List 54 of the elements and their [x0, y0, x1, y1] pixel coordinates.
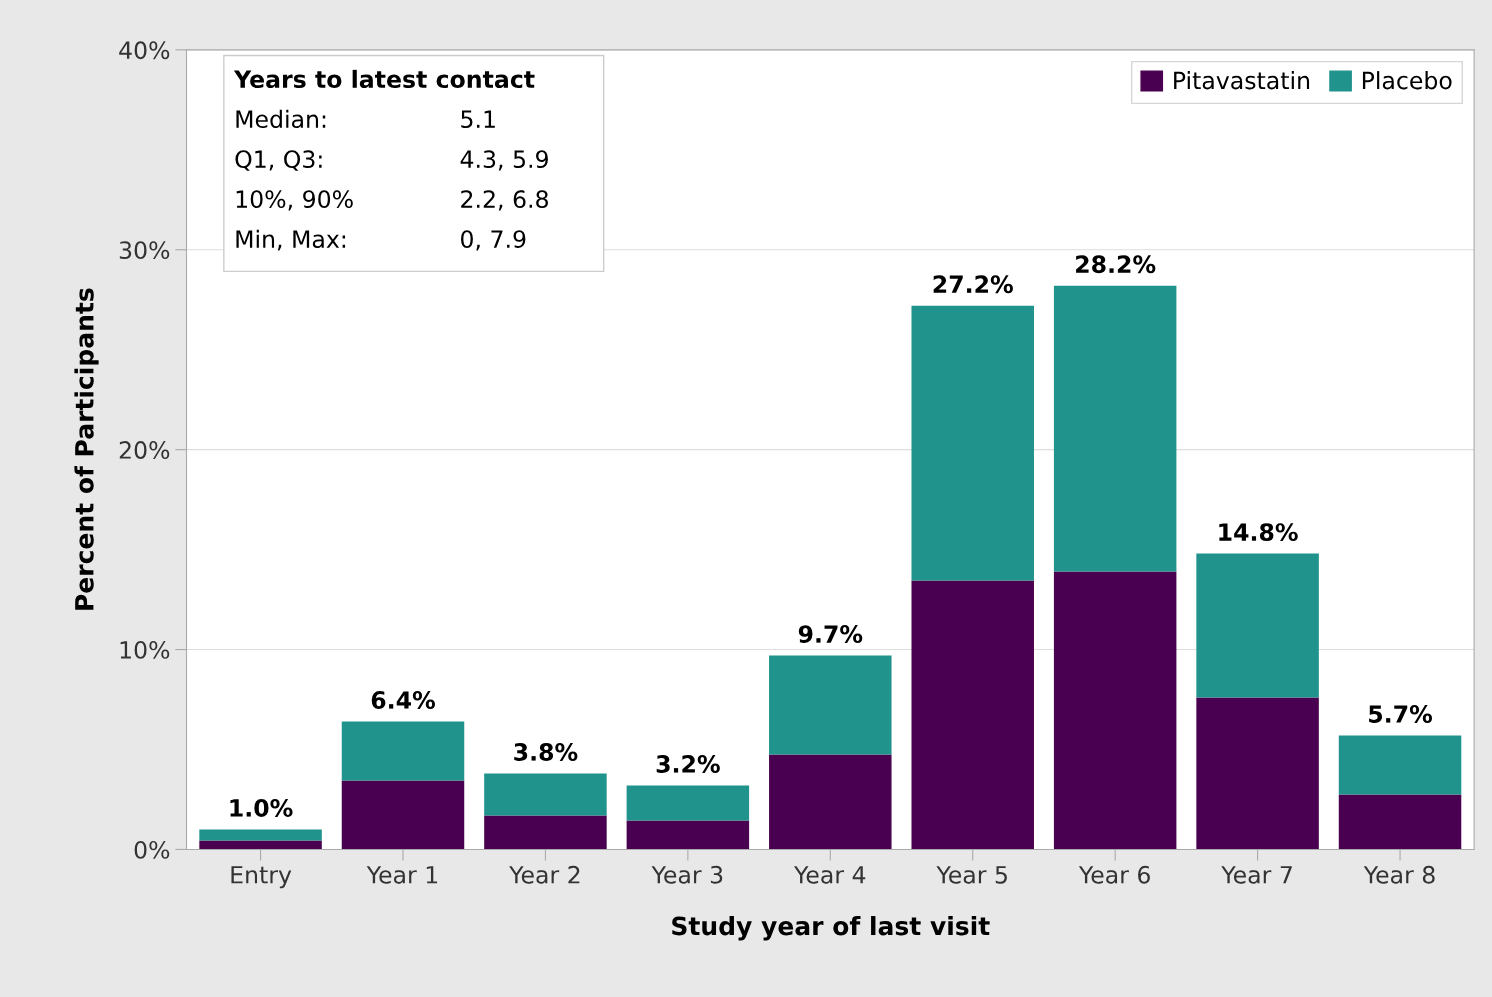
total-label: 27.2% — [933, 275, 1013, 294]
bar — [626, 785, 750, 821]
bar — [484, 773, 607, 816]
x-tick-label: Year 8 — [1363, 865, 1435, 884]
annotation: Min, Max: — [236, 229, 346, 251]
annotation: Median: — [236, 109, 326, 129]
x-axis-title: Study year of last visit — [672, 916, 990, 941]
total-label: 5.7% — [1369, 705, 1433, 723]
bar — [1196, 697, 1319, 850]
x-tick-label: Year 3 — [651, 865, 723, 884]
bar — [199, 829, 322, 841]
x-tick-label: Year 4 — [793, 866, 866, 884]
total-label: 9.7% — [798, 625, 863, 643]
bar — [484, 815, 607, 850]
bar — [1338, 794, 1462, 850]
annotation: 0, 7.9 — [461, 230, 526, 251]
x-tick-label: Entry — [231, 866, 292, 889]
total-label: 14.8% — [1219, 523, 1298, 542]
y-tick-label: 30% — [119, 241, 170, 260]
y-tick-label: 10% — [120, 640, 170, 659]
total-label: 6.4% — [371, 691, 435, 709]
total-label: 1.0% — [230, 799, 293, 817]
total-label: 3.8% — [514, 743, 578, 761]
bar — [769, 655, 892, 755]
annotation: Q1, Q3: — [235, 150, 322, 171]
annotation: 5.1 — [461, 110, 495, 129]
annotation: Years to latest contact — [233, 69, 535, 89]
bar — [199, 840, 322, 850]
bar — [1196, 553, 1319, 698]
bar — [911, 305, 1034, 581]
bar — [341, 721, 465, 781]
x-tick-label: Year 5 — [936, 866, 1007, 884]
annotation: 10%, 90% — [236, 190, 353, 211]
bar — [1338, 735, 1462, 795]
bar — [769, 754, 892, 850]
y-tick-label: 20% — [119, 441, 170, 459]
bar — [1053, 285, 1177, 572]
x-tick-label: Year 1 — [366, 866, 438, 884]
total-label: 3.2% — [656, 755, 720, 773]
x-tick-label: Year 7 — [1221, 866, 1292, 884]
y-tick-label: 40% — [119, 41, 170, 60]
y-tick-label: 0% — [134, 840, 170, 859]
bar — [1053, 571, 1177, 850]
bar — [911, 580, 1034, 850]
annotation: 2.2, 6.8 — [461, 190, 548, 211]
x-tick-label: Year 2 — [509, 865, 580, 884]
total-label: 28.2% — [1076, 255, 1156, 274]
x-tick-label: Year 6 — [1078, 865, 1150, 884]
bar — [341, 780, 465, 850]
legend-label: Pitavastatin — [1174, 71, 1310, 90]
legend-label: Placebo — [1362, 71, 1452, 90]
bar — [626, 820, 750, 850]
annotation: 4.3, 5.9 — [460, 150, 548, 171]
y-axis-title: Percent of Participants — [74, 288, 99, 610]
